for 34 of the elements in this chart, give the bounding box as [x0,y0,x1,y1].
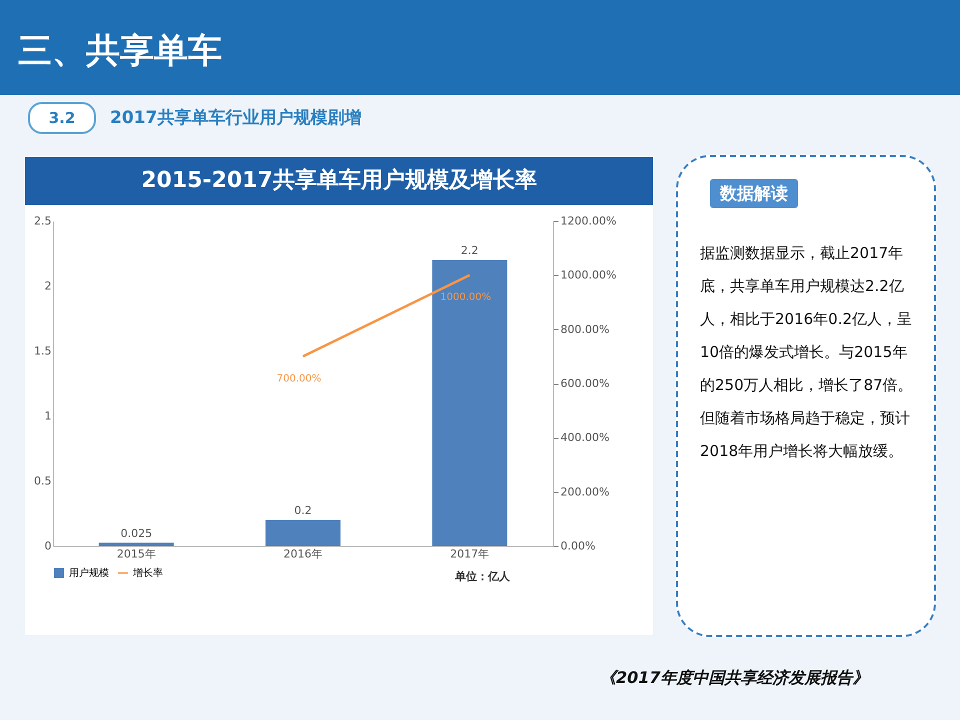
data-label: 0.2 [294,504,312,517]
x-tick-label: 2017年 [450,548,490,560]
y2-tick-label: 1200.00% [560,214,616,228]
y-tick-label: 0 [44,540,52,552]
y-tick-label: 1 [44,410,52,422]
y2-tick-label: 1000.00% [560,268,616,282]
chart-title: 2015-2017共享单车用户规模及增长率 [25,157,653,205]
text: 《2017年度中国共享经济发展报告》 [600,668,869,689]
x-tick-label: 2016年 [284,548,322,560]
data-label: 1000.00% [440,292,492,304]
y2-tick-label: 0.00% [560,540,596,552]
bar [98,542,174,546]
data-label: 2.2 [460,244,478,257]
text: 数据解读 [710,179,798,208]
x-tick-label: 2015年 [116,548,156,560]
text: 三、共享单车 [18,30,222,73]
data-label: 0.025 [120,526,152,540]
y2-tick-label: 400.00% [560,431,610,444]
legend-label: 用户规模 [69,567,109,579]
data-label: 700.00% [276,373,322,384]
text: 2017共享单车行业用户规模剧增 [110,107,362,129]
text: 3.2 [28,102,96,134]
y-tick-label: 0.5 [34,474,52,488]
y-tick-label: 2 [44,280,52,292]
text: 单位：亿人 [455,569,510,584]
legend-label: 增长率 [132,567,163,579]
y2-tick-label: 600.00% [560,377,610,390]
bar [432,260,508,546]
text: 据监测数据显示，截止2017年底，共享单车用户规模达2.2亿人，相比于2016年0.2亿人，呈10倍的爆发式增长。与2015年的250万人相比，增长了87倍。但随着市场格局趋于稳定，预计2018年用户增长将大幅放缓。 [700,243,914,462]
y-tick-label: 1.5 [34,344,52,358]
bar [266,520,340,546]
y2-tick-label: 200.00% [560,485,610,498]
y2-tick-label: 800.00% [560,322,610,336]
y-tick-label: 2.5 [34,214,52,228]
